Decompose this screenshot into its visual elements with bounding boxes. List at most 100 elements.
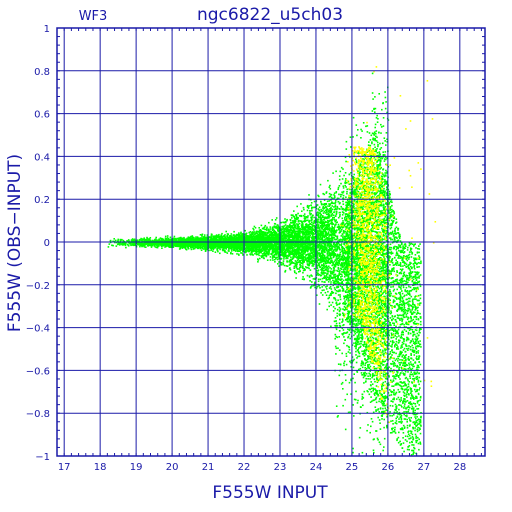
data-point-main <box>121 244 124 246</box>
data-point-main <box>329 270 331 273</box>
data-point-main <box>381 251 384 254</box>
data-point-main <box>313 200 316 203</box>
data-point-main <box>367 356 370 359</box>
data-point-main <box>356 371 359 373</box>
data-point-main <box>363 278 366 280</box>
data-point-main <box>214 251 217 253</box>
data-point-main <box>356 343 359 346</box>
data-point-main <box>309 260 311 263</box>
data-point-main <box>218 233 220 236</box>
data-point-main <box>293 265 296 268</box>
data-point-main <box>273 256 276 258</box>
data-point-main <box>257 259 260 261</box>
data-point-main <box>201 235 203 237</box>
data-point-main <box>291 246 293 248</box>
data-point-main <box>310 274 312 276</box>
data-point-main <box>340 166 343 169</box>
data-point-main <box>348 250 350 253</box>
data-point-main <box>355 246 358 248</box>
data-point-main <box>317 274 320 276</box>
data-point-main <box>288 224 291 227</box>
data-point-main <box>370 196 373 199</box>
data-point-main <box>344 219 347 222</box>
data-point-main <box>319 287 321 289</box>
data-point-main <box>341 381 344 384</box>
data-point-main <box>298 268 301 270</box>
data-point-main <box>232 246 234 249</box>
data-point-main <box>367 325 369 327</box>
data-point-main <box>197 247 199 250</box>
data-point-main <box>329 279 331 281</box>
data-point-main <box>385 409 387 411</box>
data-point-main <box>376 437 379 440</box>
data-point-main <box>284 269 287 272</box>
data-point-main <box>263 226 266 228</box>
data-point-main <box>357 252 360 254</box>
data-point-main <box>338 270 341 273</box>
data-point-main <box>380 372 383 374</box>
data-point-main <box>358 303 360 305</box>
data-point-main <box>309 287 312 289</box>
data-point-main <box>326 269 328 272</box>
data-point-main <box>337 240 339 242</box>
data-point-main <box>194 246 197 249</box>
data-point-main <box>306 260 309 262</box>
data-point-main <box>222 249 224 252</box>
data-point-main <box>377 154 380 157</box>
data-point-main <box>194 245 197 247</box>
data-point-main <box>345 160 347 163</box>
data-point-main <box>302 214 305 217</box>
data-point-main <box>374 316 377 318</box>
data-point-main <box>373 451 375 454</box>
data-point-main <box>380 329 382 331</box>
data-point-main <box>360 272 362 275</box>
data-point-main <box>384 258 386 260</box>
data-point-main <box>377 379 380 382</box>
data-point-main <box>326 252 329 254</box>
data-point-main <box>318 206 321 208</box>
data-point-main <box>337 299 339 301</box>
data-point-main <box>362 404 364 407</box>
data-point-main <box>317 226 319 229</box>
data-point-main <box>353 323 356 325</box>
data-point-main <box>348 292 351 295</box>
data-point-main <box>363 382 365 384</box>
data-point-main <box>386 141 388 143</box>
data-point-main <box>228 235 231 237</box>
data-point-main <box>254 235 257 238</box>
data-point-main <box>302 260 304 263</box>
data-point-main <box>205 243 208 245</box>
data-point-main <box>355 340 358 342</box>
data-point-main <box>319 238 321 241</box>
data-point-main <box>244 251 246 253</box>
data-point-main <box>318 273 321 276</box>
data-point-main <box>296 268 299 270</box>
data-point-main <box>343 266 345 268</box>
data-point-main <box>375 397 377 400</box>
data-point-main <box>382 242 385 244</box>
data-point-main <box>327 179 329 182</box>
data-point-main <box>141 238 144 240</box>
data-point-main <box>319 278 322 281</box>
data-point-main <box>335 241 338 244</box>
data-point-main <box>377 395 379 397</box>
data-point-main <box>324 226 327 229</box>
data-point-main <box>261 247 263 250</box>
data-point-main <box>376 221 378 223</box>
data-point-main <box>345 148 348 150</box>
data-point-main <box>379 142 381 145</box>
data-point-main <box>381 157 384 160</box>
data-point-main <box>336 226 339 228</box>
data-point-main <box>294 221 296 224</box>
data-point-main <box>331 261 333 263</box>
data-point-main <box>321 294 324 296</box>
data-point-main <box>230 252 232 255</box>
data-point-main <box>269 256 272 258</box>
data-point-main <box>339 308 342 310</box>
data-point-main <box>359 188 361 190</box>
data-point-main <box>345 282 348 285</box>
data-point-main <box>326 249 328 252</box>
data-point-main <box>336 308 339 311</box>
data-point-main <box>348 240 350 243</box>
data-point-main <box>117 238 120 241</box>
